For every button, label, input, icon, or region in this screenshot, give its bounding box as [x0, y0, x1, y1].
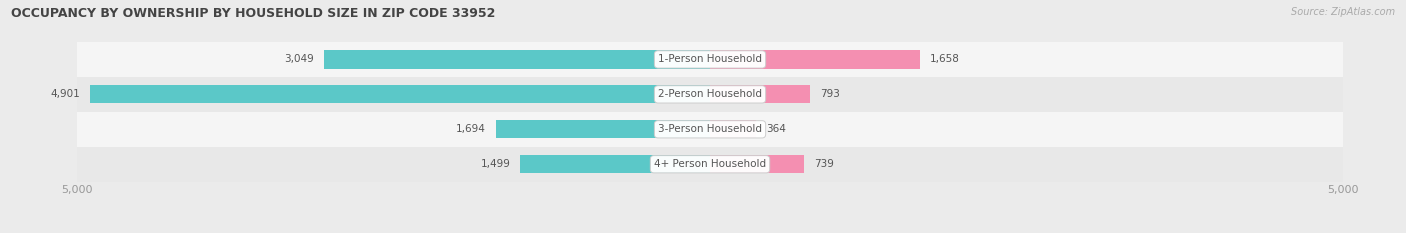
Text: 793: 793 — [821, 89, 841, 99]
Text: 4+ Person Household: 4+ Person Household — [654, 159, 766, 169]
Text: 2-Person Household: 2-Person Household — [658, 89, 762, 99]
Bar — [710, 120, 756, 138]
Bar — [496, 120, 710, 138]
Bar — [77, 112, 1343, 147]
Text: 1,658: 1,658 — [929, 55, 960, 64]
Bar — [77, 77, 1343, 112]
Bar — [90, 85, 710, 103]
Text: 3,049: 3,049 — [284, 55, 314, 64]
Bar — [710, 85, 810, 103]
Bar — [520, 155, 710, 173]
Text: 1,499: 1,499 — [481, 159, 510, 169]
Text: 1,694: 1,694 — [456, 124, 485, 134]
Bar — [77, 42, 1343, 77]
Bar — [77, 147, 1343, 182]
Bar — [710, 50, 920, 69]
Text: 3-Person Household: 3-Person Household — [658, 124, 762, 134]
Text: 364: 364 — [766, 124, 786, 134]
Bar — [325, 50, 710, 69]
Text: 1-Person Household: 1-Person Household — [658, 55, 762, 64]
Text: 4,901: 4,901 — [51, 89, 80, 99]
Text: Source: ZipAtlas.com: Source: ZipAtlas.com — [1291, 7, 1395, 17]
Bar — [710, 155, 804, 173]
Text: OCCUPANCY BY OWNERSHIP BY HOUSEHOLD SIZE IN ZIP CODE 33952: OCCUPANCY BY OWNERSHIP BY HOUSEHOLD SIZE… — [11, 7, 496, 20]
Text: 739: 739 — [814, 159, 834, 169]
